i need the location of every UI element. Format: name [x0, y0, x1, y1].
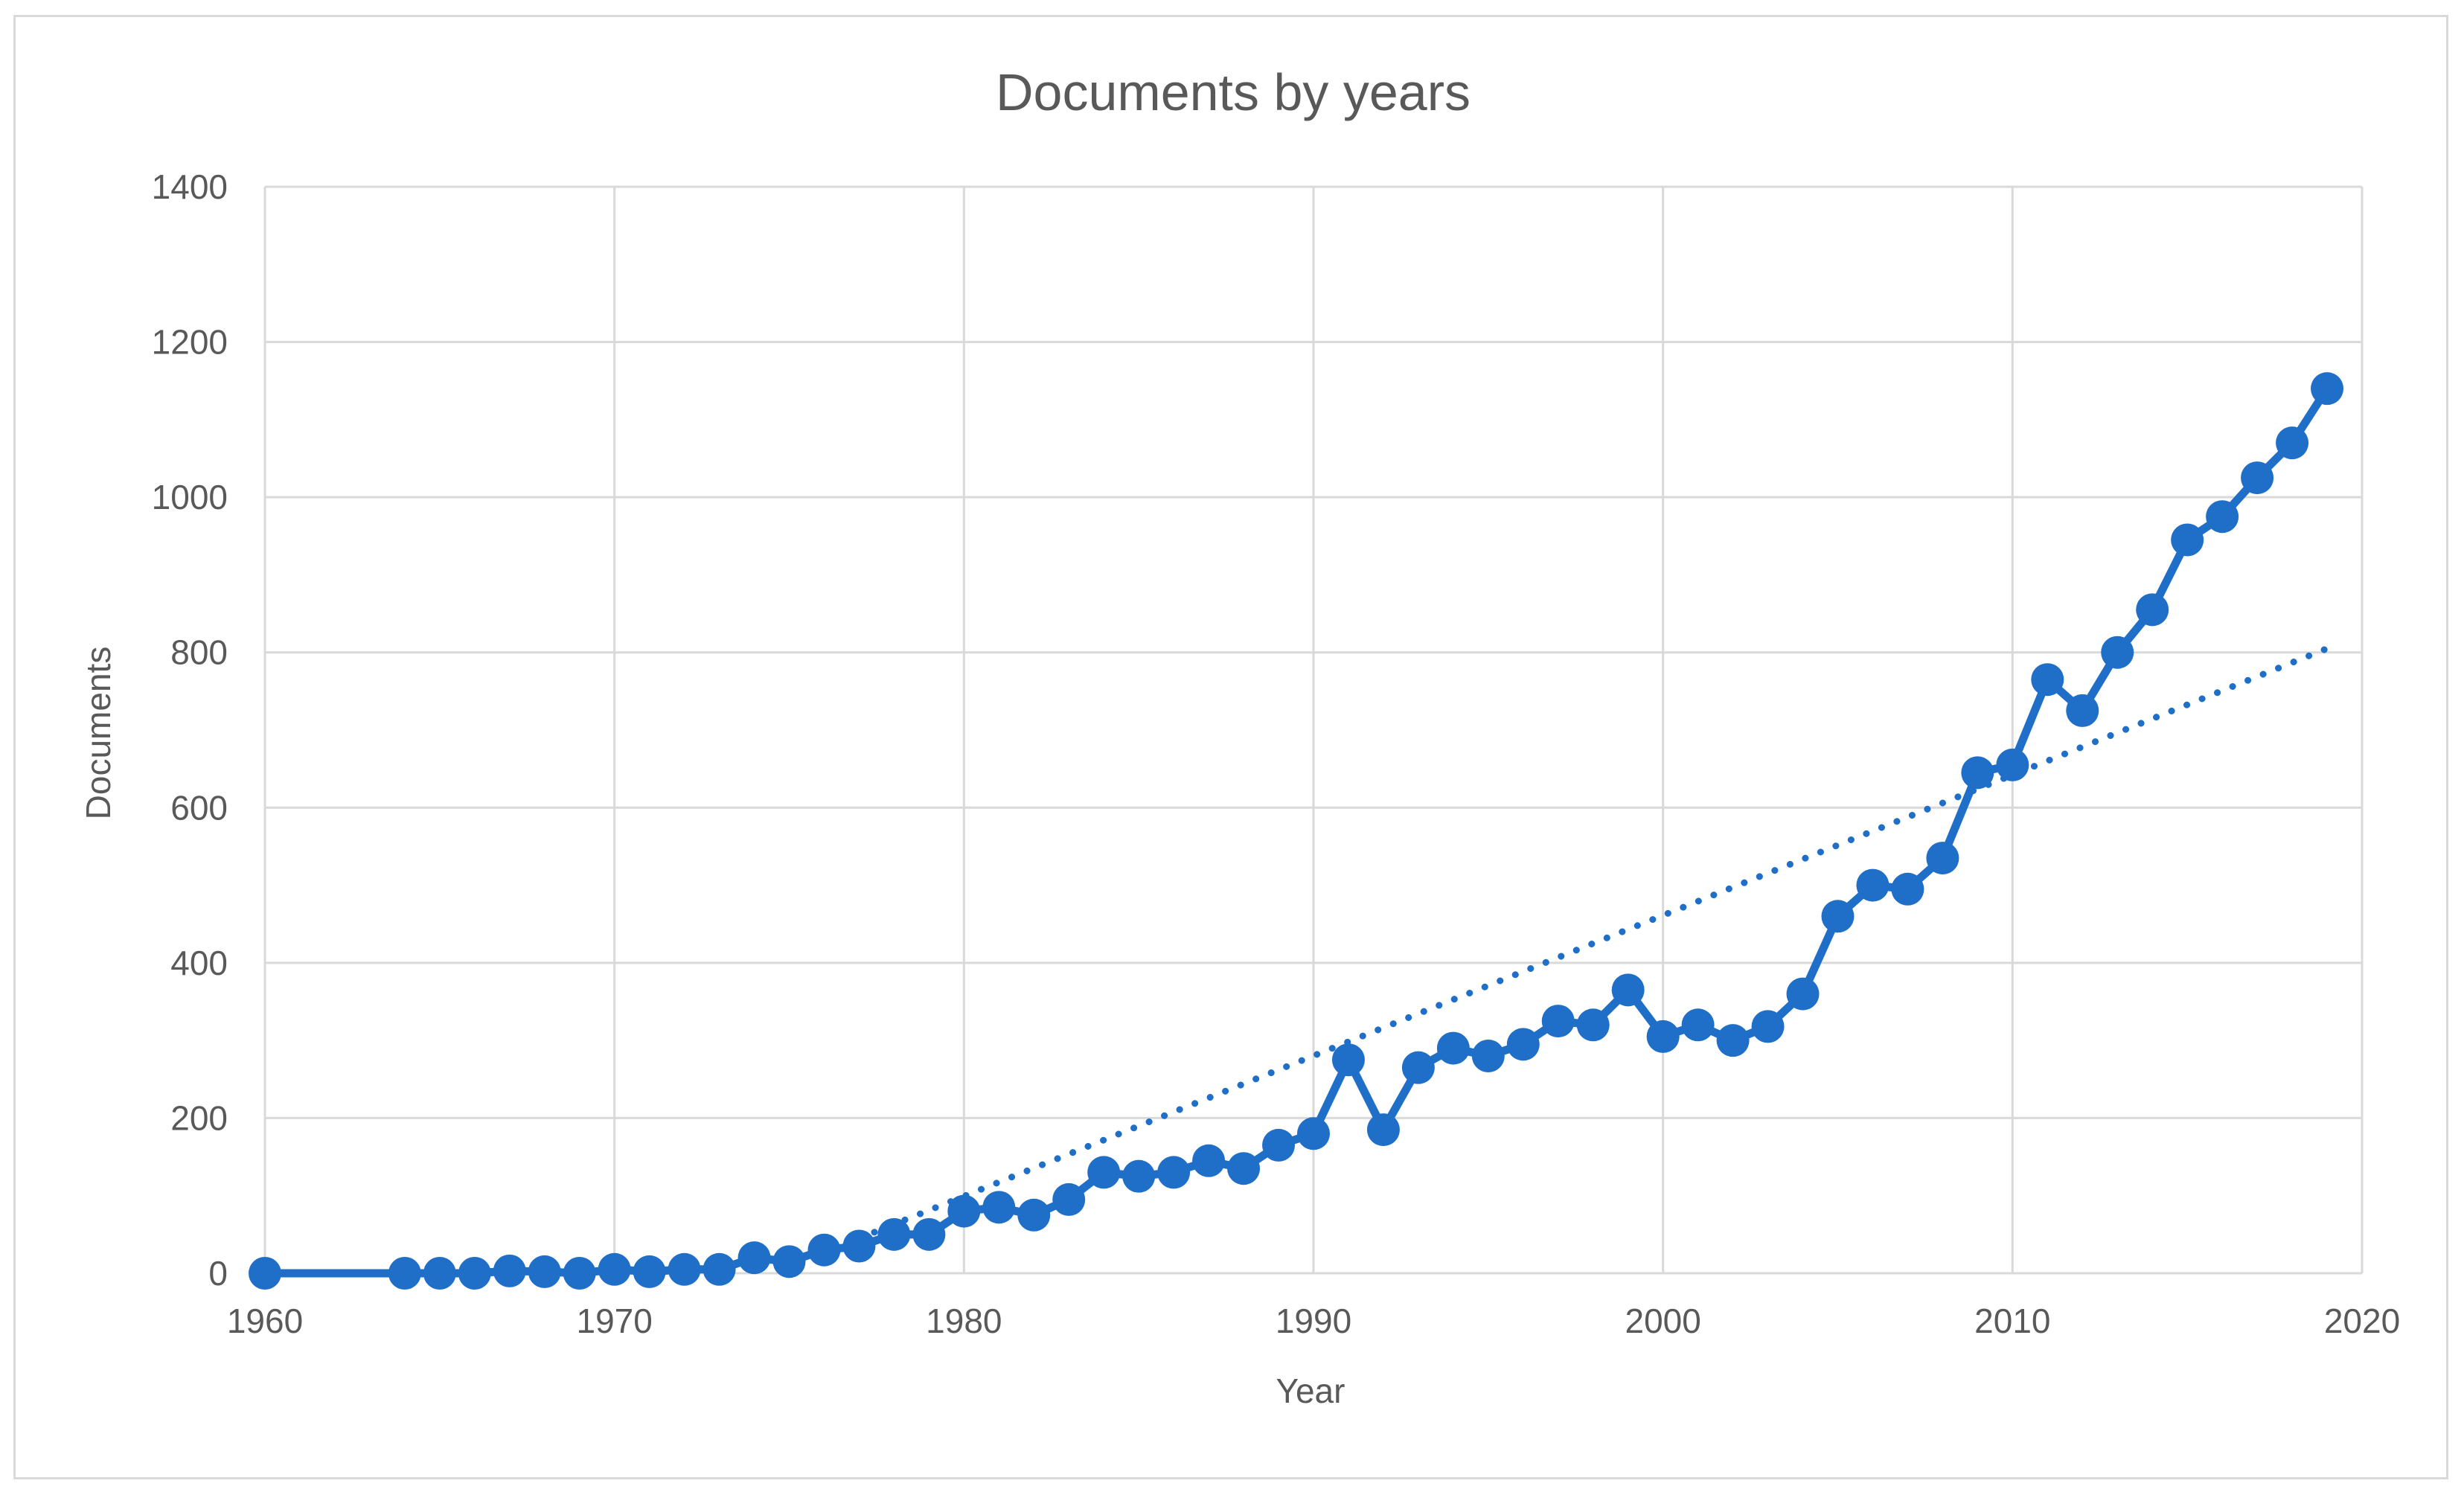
data-point-1980 — [947, 1194, 981, 1228]
data-point-1994 — [1436, 1031, 1470, 1065]
data-point-2018 — [2276, 426, 2309, 460]
y-tick-label-1200: 1200 — [152, 323, 228, 362]
data-point-2019 — [2311, 372, 2344, 406]
x-tick-label-2000: 2000 — [1625, 1302, 1700, 1340]
x-tick-label-1990: 1990 — [1276, 1302, 1351, 1340]
data-point-2002 — [1716, 1024, 1750, 1057]
y-tick-label-800: 800 — [170, 633, 228, 672]
data-point-2009 — [1961, 756, 1994, 790]
data-point-2012 — [2066, 694, 2099, 727]
data-point-1997 — [1541, 1005, 1575, 1038]
data-point-2004 — [1786, 977, 1820, 1011]
data-point-1960 — [249, 1257, 281, 1290]
data-point-1989 — [1262, 1128, 1296, 1162]
data-point-1993 — [1401, 1051, 1435, 1084]
y-tick-label-1000: 1000 — [152, 478, 228, 516]
data-point-1990 — [1297, 1117, 1330, 1150]
data-point-1981 — [982, 1191, 1016, 1224]
trendline — [855, 645, 2331, 1242]
data-point-1986 — [1157, 1156, 1191, 1189]
data-point-1973 — [703, 1252, 736, 1286]
data-point-2017 — [2241, 461, 2274, 495]
data-point-1996 — [1506, 1028, 1540, 1061]
chart-title: Documents by years — [996, 63, 1471, 121]
data-point-2001 — [1681, 1008, 1715, 1042]
data-point-1969 — [563, 1257, 596, 1290]
data-point-1967 — [493, 1254, 526, 1287]
data-point-1995 — [1471, 1040, 1505, 1072]
data-point-2008 — [1926, 842, 1959, 875]
series-line-0 — [260, 384, 2332, 1278]
data-point-2011 — [2031, 663, 2064, 697]
data-point-1998 — [1576, 1008, 1610, 1042]
data-point-1977 — [842, 1229, 876, 1263]
data-point-2014 — [2136, 593, 2169, 627]
y-tick-label-0: 0 — [208, 1254, 228, 1293]
data-point-2000 — [1646, 1020, 1680, 1053]
data-point-2015 — [2171, 523, 2204, 557]
data-point-2010 — [1996, 748, 2029, 781]
data-point-2013 — [2101, 636, 2134, 669]
data-point-1974 — [737, 1241, 771, 1275]
data-point-1991 — [1331, 1043, 1365, 1077]
trendline-dotted — [855, 645, 2331, 1242]
data-point-1979 — [912, 1217, 946, 1251]
data-point-1987 — [1192, 1144, 1226, 1177]
tick-labels: 0 200 400 600 800 1000 1200 1400 1960 1970 1980 199… — [152, 167, 2401, 1340]
data-point-1972 — [668, 1252, 701, 1286]
data-point-1971 — [633, 1255, 666, 1288]
x-tick-label-1980: 1980 — [926, 1302, 1002, 1340]
data-point-1966 — [458, 1257, 491, 1290]
data-point-2003 — [1751, 1010, 1785, 1043]
y-axis-label: Documents — [79, 647, 118, 820]
gridlines — [263, 185, 2364, 1275]
data-point-1970 — [598, 1252, 631, 1286]
x-axis-label: Year — [1276, 1371, 1345, 1410]
data-point-1999 — [1611, 973, 1645, 1007]
chart-frame: Documents by years 0 200 400 600 800 1000 1200… — [13, 15, 2448, 1479]
series — [249, 372, 2344, 1290]
y-tick-label-400: 400 — [170, 944, 228, 982]
y-tick-label-200: 200 — [170, 1098, 228, 1137]
data-point-1988 — [1227, 1152, 1261, 1185]
x-tick-label-2020: 2020 — [2324, 1302, 2400, 1340]
y-tick-label-1400: 1400 — [152, 167, 228, 206]
y-tick-label-600: 600 — [170, 788, 228, 827]
data-point-2005 — [1821, 900, 1855, 933]
chart: Documents by years 0 200 400 600 800 1000 1200… — [79, 63, 2401, 1410]
x-tick-label-1970: 1970 — [576, 1302, 652, 1340]
data-point-1978 — [877, 1217, 911, 1251]
data-point-2007 — [1891, 872, 1924, 906]
data-point-1983 — [1052, 1182, 1086, 1216]
data-point-1976 — [807, 1233, 841, 1267]
data-point-1984 — [1087, 1156, 1121, 1189]
data-point-1985 — [1122, 1159, 1156, 1193]
data-point-1965 — [423, 1257, 456, 1290]
data-point-1975 — [772, 1245, 806, 1278]
data-point-1964 — [388, 1257, 421, 1290]
data-point-1968 — [528, 1255, 561, 1288]
x-tick-label-2010: 2010 — [1974, 1302, 2050, 1340]
x-tick-label-1960: 1960 — [227, 1302, 303, 1340]
data-point-1992 — [1366, 1113, 1400, 1147]
data-point-2016 — [2206, 500, 2239, 534]
data-point-2006 — [1856, 868, 1889, 902]
data-point-1982 — [1017, 1198, 1051, 1232]
